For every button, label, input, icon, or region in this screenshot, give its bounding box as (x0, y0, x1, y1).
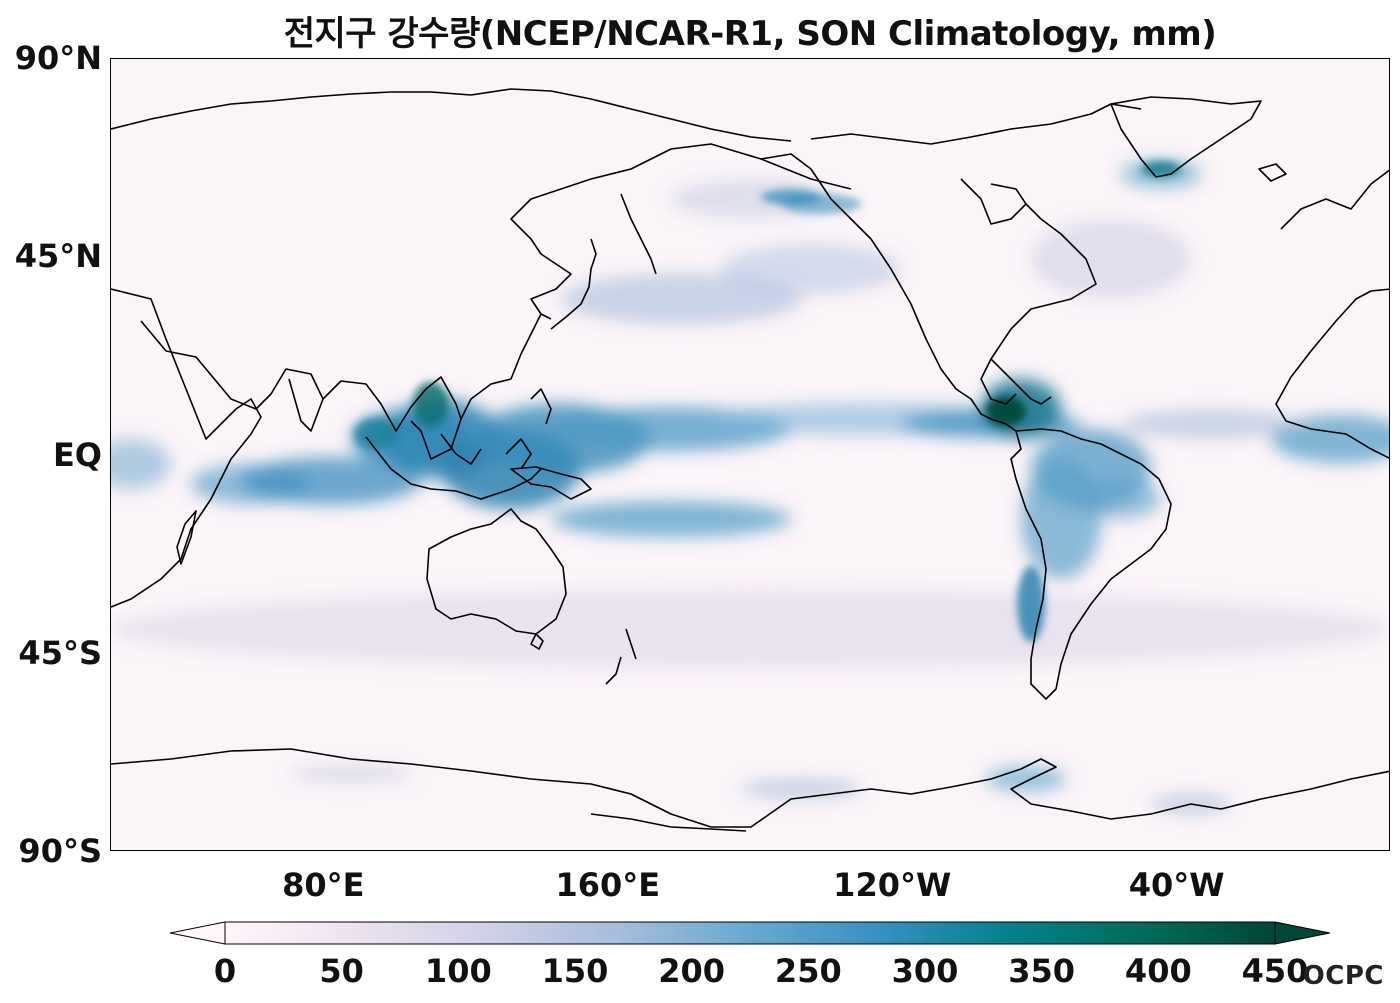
coast-kamchatka (620, 193, 657, 275)
y-tick-label: EQ (52, 435, 102, 474)
colorbar-tick-label: 350 (1008, 952, 1076, 990)
coast-australia (426, 508, 567, 635)
colorbar-tick-label: 200 (658, 952, 726, 990)
coast-hudson (960, 178, 1027, 225)
precipitation-map (110, 58, 1390, 851)
map-title: 전지구 강수량(NCEP/NCAR-R1, SON Climatology, m… (283, 14, 1217, 54)
coast-tasmania (530, 633, 544, 650)
colorbar-tick-label: 100 (424, 952, 492, 990)
x-tick-label: 80°E (282, 866, 365, 904)
coast-south-america (1010, 428, 1172, 700)
coast-antarctica (111, 748, 1389, 828)
coast-arabia (140, 320, 324, 432)
coast-central-america (990, 358, 1052, 405)
coast-asia-south (322, 376, 462, 460)
y-tick-label: 45°S (18, 633, 102, 672)
colorbar-tick-label: 150 (541, 952, 609, 990)
precipitation-field (111, 160, 1389, 814)
coast-japan (540, 238, 597, 330)
x-tick-label: 120°W (833, 866, 952, 904)
coast-siberia (111, 88, 792, 142)
coast-africa-west (1275, 288, 1389, 459)
colorbar-tick-label: 450 (1241, 952, 1309, 990)
coast-greenland (1110, 96, 1262, 178)
coast-east-asia (460, 143, 852, 420)
coast-africa-east (111, 288, 262, 608)
coast-new-guinea (510, 466, 592, 500)
coast-north-america-arctic (810, 103, 1142, 145)
colorbar-tick-label: 400 (1124, 952, 1192, 990)
coast-europe (1280, 169, 1389, 230)
coast-alaska (760, 153, 1017, 432)
coast-iceland (1258, 163, 1287, 182)
colorbar-extend-min (169, 921, 226, 945)
colorbar-extend-max (1274, 921, 1331, 945)
colorbar-tick-label: 0 (213, 952, 237, 990)
y-tick-label: 45°N (14, 237, 102, 276)
colorbar-gradient (224, 921, 1276, 945)
colorbar-tick-label: 50 (319, 952, 364, 990)
coast-new-zealand (605, 628, 637, 685)
y-tick-label: 90°N (14, 39, 102, 77)
coast-ross-shelf (590, 813, 747, 832)
y-tick-label: 90°S (18, 832, 102, 870)
colorbar-tick-label: 300 (891, 952, 959, 990)
colorbar (169, 918, 1331, 948)
colorbar-tick-label: 250 (774, 952, 842, 990)
coast-madagascar (176, 510, 197, 565)
coast-north-america-east (980, 203, 1097, 405)
ocpc-watermark: OCPC (1302, 961, 1384, 991)
coast-maritime-continent (365, 388, 552, 500)
coastlines (111, 88, 1389, 832)
x-tick-label: 160°E (555, 866, 661, 904)
x-tick-label: 40°W (1128, 866, 1225, 904)
